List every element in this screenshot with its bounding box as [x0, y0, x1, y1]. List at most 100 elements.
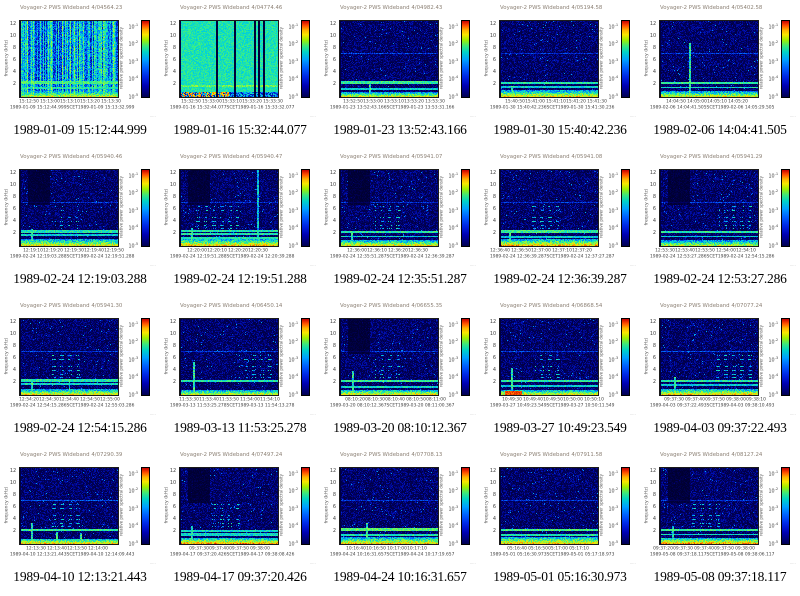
spectrogram-image[interactable] — [19, 318, 119, 396]
spectrogram-image[interactable] — [659, 467, 759, 545]
spectrogram-image[interactable] — [179, 20, 279, 98]
panel-caption: 1989-05-01 05:16:30.973 — [493, 569, 627, 584]
scet-end-time: 1989-02-24 12:19:51.288 — [77, 253, 135, 259]
x-axis-ticks: 14:04:50 14:05:00 14:05:10 14:05:20 — [666, 98, 748, 104]
spectrogram-image[interactable] — [499, 169, 599, 247]
plot-id-mark: ····· — [470, 413, 476, 418]
spectrogram-panel: Voyager-2 PWS Wideband 4/05941.07 freque… — [320, 149, 480, 298]
colorbar — [141, 467, 150, 545]
colorbar-ticks: 10-1 10-2 10-3 10-4 10-5 — [288, 172, 298, 249]
x-axis-ticks: 12:20:00 12:20:10 12:20:20 12:20:30 — [186, 247, 268, 253]
panel-caption: 1989-03-13 11:53:25.278 — [173, 420, 307, 435]
spectrogram-image[interactable] — [339, 318, 439, 396]
spectrogram-panel: Voyager-2 PWS Wideband 4/04564.23 freque… — [0, 0, 160, 149]
spectrogram-panel: Voyager-2 PWS Wideband 4/04774.46 freque… — [160, 0, 320, 149]
scet-end-time: 1989-03-27 10:50:11.549 — [557, 402, 615, 408]
scet-label: SCET — [386, 551, 398, 557]
colorbar-ticks: 10-1 10-2 10-3 10-4 10-5 — [448, 172, 458, 249]
plot-id-mark: ····· — [630, 413, 636, 418]
plot-id-mark: ····· — [470, 115, 476, 120]
spectrogram-panel: Voyager-2 PWS Wideband 4/05402.58 freque… — [640, 0, 800, 149]
x-axis-ticks: 12:19:10 12:19:20 12:19:30 12:19:40 12:19:50 — [22, 247, 125, 253]
panel-caption: 1989-04-17 09:37:20.426 — [173, 569, 307, 584]
y-axis-ticks: 12 10 8 6 4 2 — [489, 169, 496, 236]
spectrogram-image[interactable] — [499, 20, 599, 98]
plot-id-mark: ····· — [310, 264, 316, 269]
spectrogram-image[interactable] — [179, 318, 279, 396]
y-axis-ticks: 12 10 8 6 4 2 — [9, 467, 16, 534]
x-axis-ticks: 13:52:50 13:53:00 13:53:10 13:53:20 13:53:30 — [343, 98, 445, 104]
scet-end-time: 1989-01-09 15:13:32.999 — [77, 104, 135, 110]
scet-end-time: 1989-05-08 09:38:06.117 — [717, 551, 775, 557]
plot-title: Voyager-2 PWS Wideband 4/07911.58 — [500, 452, 603, 458]
x-axis-ticks: 12:13:30 12:13:40 12:13:50 12:14:00 — [26, 545, 108, 551]
colorbar-ticks: 10-1 10-2 10-3 10-4 10-5 — [128, 172, 138, 249]
spectrogram-image[interactable] — [19, 467, 119, 545]
spectrogram-image[interactable] — [339, 169, 439, 247]
scet-end-time: 1989-03-13 11:54:13.278 — [237, 402, 295, 408]
y-axis-ticks: 12 10 8 6 4 2 — [169, 169, 176, 236]
x-axis-ticks: 09:37:30 09:37:40 09:37:50 09:38:00 09:38:10 — [664, 396, 766, 402]
plot-title: Voyager-2 PWS Wideband 4/07077.24 — [660, 303, 763, 309]
spectrogram-image[interactable] — [339, 467, 439, 545]
colorbar — [141, 169, 150, 247]
scet-label: SCET — [66, 551, 78, 557]
spectrogram-image[interactable] — [659, 169, 759, 247]
plot-title: Voyager-2 PWS Wideband 4/05940.47 — [180, 154, 283, 160]
colorbar — [461, 20, 470, 98]
spectrogram-image[interactable] — [659, 20, 759, 98]
spectrogram-image[interactable] — [179, 467, 279, 545]
scet-time-range: 1989-02-06 14:04:41.505 SCET 1989-02-06 … — [650, 104, 774, 110]
scet-time-range: 1989-03-13 11:53:25.278 SCET 1989-03-13 … — [170, 402, 294, 408]
spectrogram-image[interactable] — [19, 169, 119, 247]
scet-label: SCET — [386, 402, 398, 408]
y-axis-ticks: 12 10 8 6 4 2 — [489, 467, 496, 534]
colorbar-ticks: 10-1 10-2 10-3 10-4 10-5 — [608, 321, 618, 398]
scet-start-time: 1989-02-24 12:19:03.288 — [10, 253, 67, 259]
scet-end-time: 1989-02-24 12:20:39.288 — [237, 253, 295, 259]
y-axis-ticks: 12 10 8 6 4 2 — [649, 318, 656, 385]
colorbar-ticks: 10-1 10-2 10-3 10-4 10-5 — [128, 321, 138, 398]
plot-id-mark: ····· — [790, 264, 796, 269]
scet-start-time: 1989-05-08 09:37:18.117 — [650, 551, 707, 557]
colorbar — [621, 169, 630, 247]
scet-label: SCET — [226, 402, 238, 408]
scet-time-range: 1989-02-24 12:53:27.286 SCET 1989-02-24 … — [650, 254, 774, 258]
colorbar — [461, 318, 470, 396]
spectrogram-image[interactable] — [339, 20, 439, 98]
plot-title: Voyager-2 PWS Wideband 4/05402.58 — [660, 5, 763, 11]
plot-title: Voyager-2 PWS Wideband 4/05194.58 — [500, 5, 603, 11]
spectrogram-image[interactable] — [499, 318, 599, 396]
spectrogram-image[interactable] — [179, 169, 279, 247]
spectrogram-image[interactable] — [659, 318, 759, 396]
spectrogram-panel: Voyager-2 PWS Wideband 4/07708.13 freque… — [320, 447, 480, 596]
y-axis-ticks: 12 10 8 6 4 2 — [489, 318, 496, 385]
scet-label: SCET — [226, 551, 238, 557]
scet-end-time: 1989-02-24 12:54:15.286 — [717, 253, 775, 259]
panel-caption: 1989-02-24 12:19:03.288 — [13, 271, 147, 286]
plot-id-mark: ····· — [310, 562, 316, 567]
panel-caption: 1989-02-06 14:04:41.505 — [653, 122, 787, 137]
plot-title: Voyager-2 PWS Wideband 4/06450.14 — [180, 303, 283, 309]
x-axis-ticks: 09:37:20 09:37:30 09:37:40 09:37:50 09:38:00 — [652, 545, 755, 551]
panel-caption: 1989-02-24 12:54:15.286 — [13, 420, 147, 435]
scet-end-time: 1989-04-24 10:17:19.657 — [397, 551, 455, 557]
plot-id-mark: ····· — [150, 413, 156, 418]
spectrogram-panel: Voyager-2 PWS Wideband 4/05941.30 freque… — [0, 298, 160, 447]
y-axis-ticks: 12 10 8 6 4 2 — [169, 467, 176, 534]
plot-id-mark: ····· — [470, 562, 476, 567]
scet-time-range: 1989-03-20 08:10:12.367 SCET 1989-03-20 … — [330, 402, 454, 408]
y-axis-ticks: 12 10 8 6 4 2 — [329, 169, 336, 236]
colorbar-ticks: 10-1 10-2 10-3 10-4 10-5 — [288, 321, 298, 398]
scet-label: SCET — [706, 104, 718, 110]
panel-caption: 1989-01-09 15:12:44.999 — [13, 122, 147, 137]
colorbar-ticks: 10-1 10-2 10-3 10-4 10-5 — [448, 23, 458, 100]
spectrogram-image[interactable] — [19, 20, 119, 98]
plot-id-mark: ····· — [150, 562, 156, 567]
scet-label: SCET — [546, 104, 558, 110]
spectrogram-image[interactable] — [499, 467, 599, 545]
scet-start-time: 1989-01-16 15:32:44.077 — [170, 104, 227, 110]
x-axis-ticks: 11:53:30 11:53:40 11:53:50 11:54:00 11:54:10 — [178, 396, 281, 402]
y-axis-ticks: 12 10 8 6 4 2 — [329, 318, 336, 385]
plot-id-mark: ····· — [470, 264, 476, 269]
